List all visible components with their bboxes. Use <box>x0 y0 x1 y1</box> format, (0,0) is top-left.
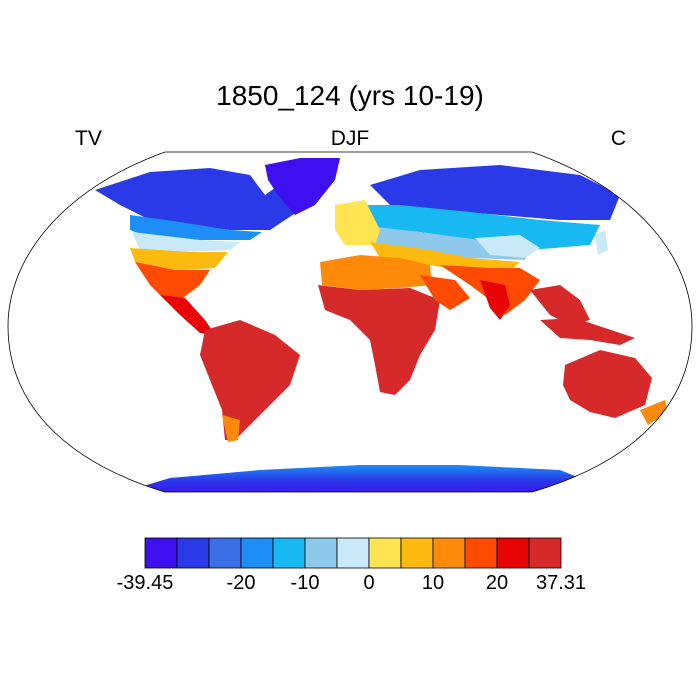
north-america-warm <box>130 248 228 270</box>
season-label: DJF <box>330 127 370 150</box>
europe-warm <box>335 200 380 245</box>
map-boundary <box>7 151 693 493</box>
africa <box>318 285 440 395</box>
colorbar-tick-label: 10 <box>421 572 445 594</box>
north-america-south <box>135 262 210 300</box>
mideast-warm <box>370 242 520 275</box>
japan <box>595 230 608 255</box>
south-america-tip <box>222 415 240 442</box>
colorbar-box <box>464 537 498 569</box>
colorbar-tick-label: -10 <box>290 572 320 594</box>
colorbar-box <box>368 537 402 569</box>
colorbar-tick-label: 0 <box>363 572 375 594</box>
colorbar-box <box>400 537 434 569</box>
colorbar-tick-label: 20 <box>485 572 509 594</box>
tibet <box>475 235 540 258</box>
north-america-cold <box>95 162 330 230</box>
new-zealand <box>640 400 668 425</box>
eurasia-cool <box>345 205 600 250</box>
north-africa <box>320 255 432 290</box>
southeast-asia <box>530 285 590 325</box>
colorbar-box <box>240 537 274 569</box>
land-masses <box>95 158 668 492</box>
colorbar-box <box>528 537 562 569</box>
colorbar-tick-label: -39.45 <box>116 572 174 594</box>
colorbar-boxes <box>144 537 562 569</box>
eurasia-north <box>370 165 620 220</box>
variable-label: TV <box>75 127 102 150</box>
units-label: C <box>610 127 626 150</box>
colorbar-box <box>496 537 530 569</box>
north-america-mild <box>132 232 240 252</box>
colorbar-box <box>144 537 178 569</box>
south-america <box>200 320 300 440</box>
colorbar-box <box>432 537 466 569</box>
india <box>480 280 510 320</box>
colorbar-box <box>272 537 306 569</box>
north-america-cool <box>130 215 262 240</box>
colorbar-box <box>208 537 242 569</box>
greenland <box>265 158 340 215</box>
colorbar-tick-label: 37.31 <box>535 572 587 594</box>
indonesia <box>540 318 635 345</box>
australia <box>563 350 652 418</box>
map-title: 1850_124 (yrs 10-19) <box>216 80 484 111</box>
central-america <box>160 295 215 335</box>
colorbar-tick-label: -20 <box>226 572 256 594</box>
antarctica <box>130 465 585 492</box>
colorbar-box <box>304 537 338 569</box>
colorbar-box <box>176 537 210 569</box>
colorbar-box <box>336 537 370 569</box>
arabia <box>420 275 470 310</box>
